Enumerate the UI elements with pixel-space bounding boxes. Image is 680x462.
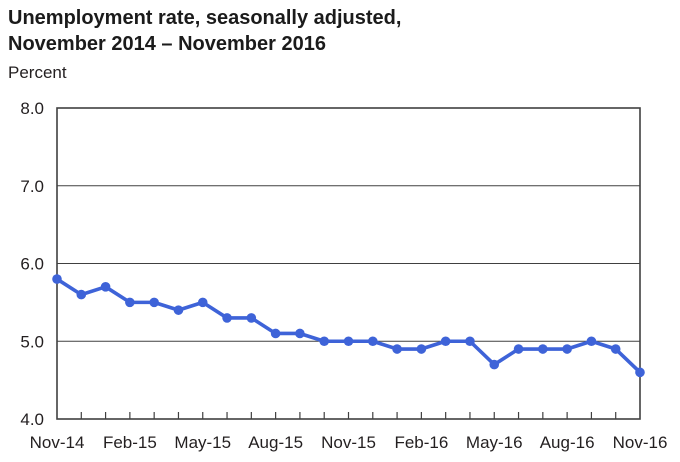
data-point <box>149 297 159 308</box>
data-point <box>295 328 305 339</box>
data-point <box>392 344 402 354</box>
data-point <box>319 336 330 347</box>
data-point <box>465 336 475 347</box>
data-point <box>586 336 597 347</box>
data-point <box>52 274 62 284</box>
x-axis-tick-label: Aug-16 <box>540 433 595 452</box>
y-axis-tick-label: 7.0 <box>20 177 44 196</box>
data-point <box>100 282 111 292</box>
data-point <box>76 289 87 300</box>
x-axis-tick-label: Feb-15 <box>103 433 157 452</box>
x-axis-tick-label: Nov-15 <box>321 433 376 452</box>
chart-title: Unemployment rate, seasonally adjusted, … <box>8 5 401 57</box>
data-point <box>222 313 232 323</box>
y-axis-tick-label: 4.0 <box>20 410 44 429</box>
x-axis-tick-label: Aug-15 <box>248 433 303 452</box>
chart-title-line-1: Unemployment rate, seasonally adjusted, <box>8 7 402 29</box>
y-axis-tick-label: 5.0 <box>20 332 44 351</box>
y-axis-unit-label: Percent <box>8 63 67 82</box>
y-axis-tick-label: 8.0 <box>20 99 44 118</box>
x-axis-tick-label: May-16 <box>466 433 523 452</box>
data-point <box>367 336 378 347</box>
x-axis-tick-label: May-15 <box>174 433 231 452</box>
data-point <box>562 344 572 354</box>
chart-title-line-2: November 2014 – November 2016 <box>8 33 326 55</box>
data-point <box>416 344 427 354</box>
data-point <box>197 297 208 308</box>
data-point <box>343 336 354 347</box>
x-axis-tick-label: Nov-14 <box>30 433 85 452</box>
y-axis-tick-label: 6.0 <box>20 255 44 274</box>
data-point <box>610 344 621 354</box>
data-point <box>489 359 500 370</box>
x-axis-tick-label: Nov-16 <box>613 433 668 452</box>
x-axis-tick-label: Feb-16 <box>394 433 448 452</box>
unemployment-rate-line <box>55 277 642 375</box>
data-point <box>635 367 645 378</box>
data-point <box>440 336 451 347</box>
data-point <box>173 305 184 315</box>
data-point <box>538 344 548 354</box>
data-point <box>125 297 135 308</box>
data-point <box>246 313 257 323</box>
data-point <box>270 328 281 339</box>
data-point <box>513 344 524 354</box>
